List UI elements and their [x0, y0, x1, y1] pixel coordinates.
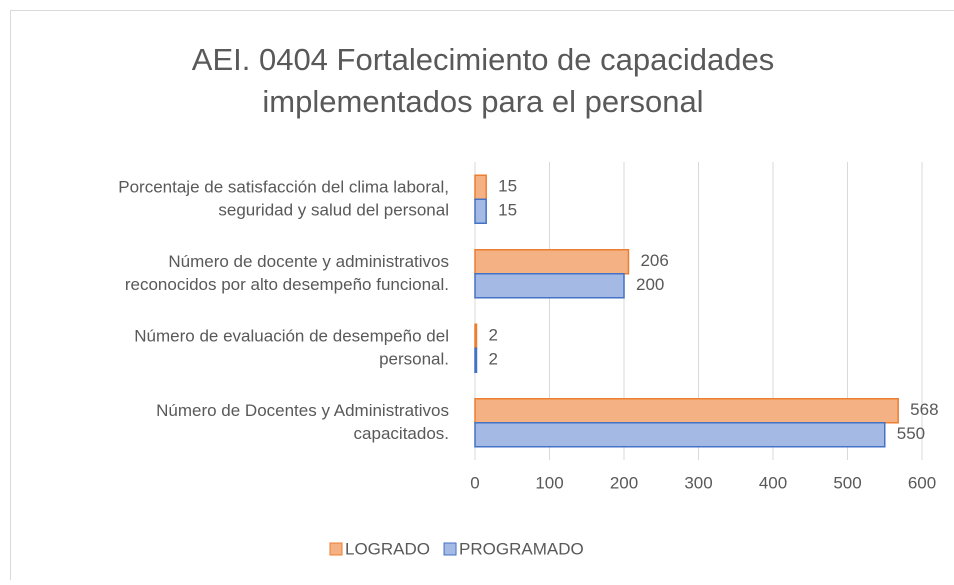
x-tick-label: 400	[759, 473, 787, 492]
data-label: 568	[910, 400, 938, 419]
bar	[475, 348, 476, 372]
bar	[475, 399, 898, 423]
y-tick-label: seguridad y salud del personal	[218, 201, 449, 220]
data-label: 2	[488, 350, 497, 369]
legend-swatch	[444, 543, 456, 555]
legend-label: PROGRAMADO	[459, 539, 584, 558]
bar	[475, 274, 624, 298]
y-tick-label: capacitados.	[354, 424, 449, 443]
data-label: 200	[636, 275, 664, 294]
bar	[475, 199, 486, 223]
x-tick-label: 0	[470, 473, 479, 492]
bar	[475, 175, 486, 199]
data-label: 550	[897, 424, 925, 443]
y-tick-label: Número de docente y administrativos	[168, 252, 449, 271]
chart-title: AEI. 0404 Fortalecimiento de capacidades	[192, 42, 774, 77]
bar	[475, 324, 476, 348]
bar	[475, 423, 885, 447]
x-tick-label: 500	[833, 473, 861, 492]
y-tick-label: personal.	[379, 350, 449, 369]
y-tick-label: Número de evaluación de desempeño del	[134, 327, 449, 346]
chart-title: implementados para el personal	[262, 84, 703, 119]
bar	[475, 250, 628, 274]
data-label: 15	[498, 177, 517, 196]
x-tick-label: 300	[684, 473, 712, 492]
data-label: 2	[488, 326, 497, 345]
x-tick-label: 100	[535, 473, 563, 492]
y-tick-label: Número de Docentes y Administrativos	[156, 401, 449, 420]
x-tick-label: 200	[610, 473, 638, 492]
data-label: 206	[640, 251, 668, 270]
y-tick-label: reconocidos por alto desempeño funcional…	[125, 275, 449, 294]
x-tick-label: 600	[908, 473, 936, 492]
legend-label: LOGRADO	[345, 539, 430, 558]
y-tick-label: Porcentaje de satisfacción del clima lab…	[118, 178, 449, 197]
legend-swatch	[330, 543, 342, 555]
data-label: 15	[498, 201, 517, 220]
